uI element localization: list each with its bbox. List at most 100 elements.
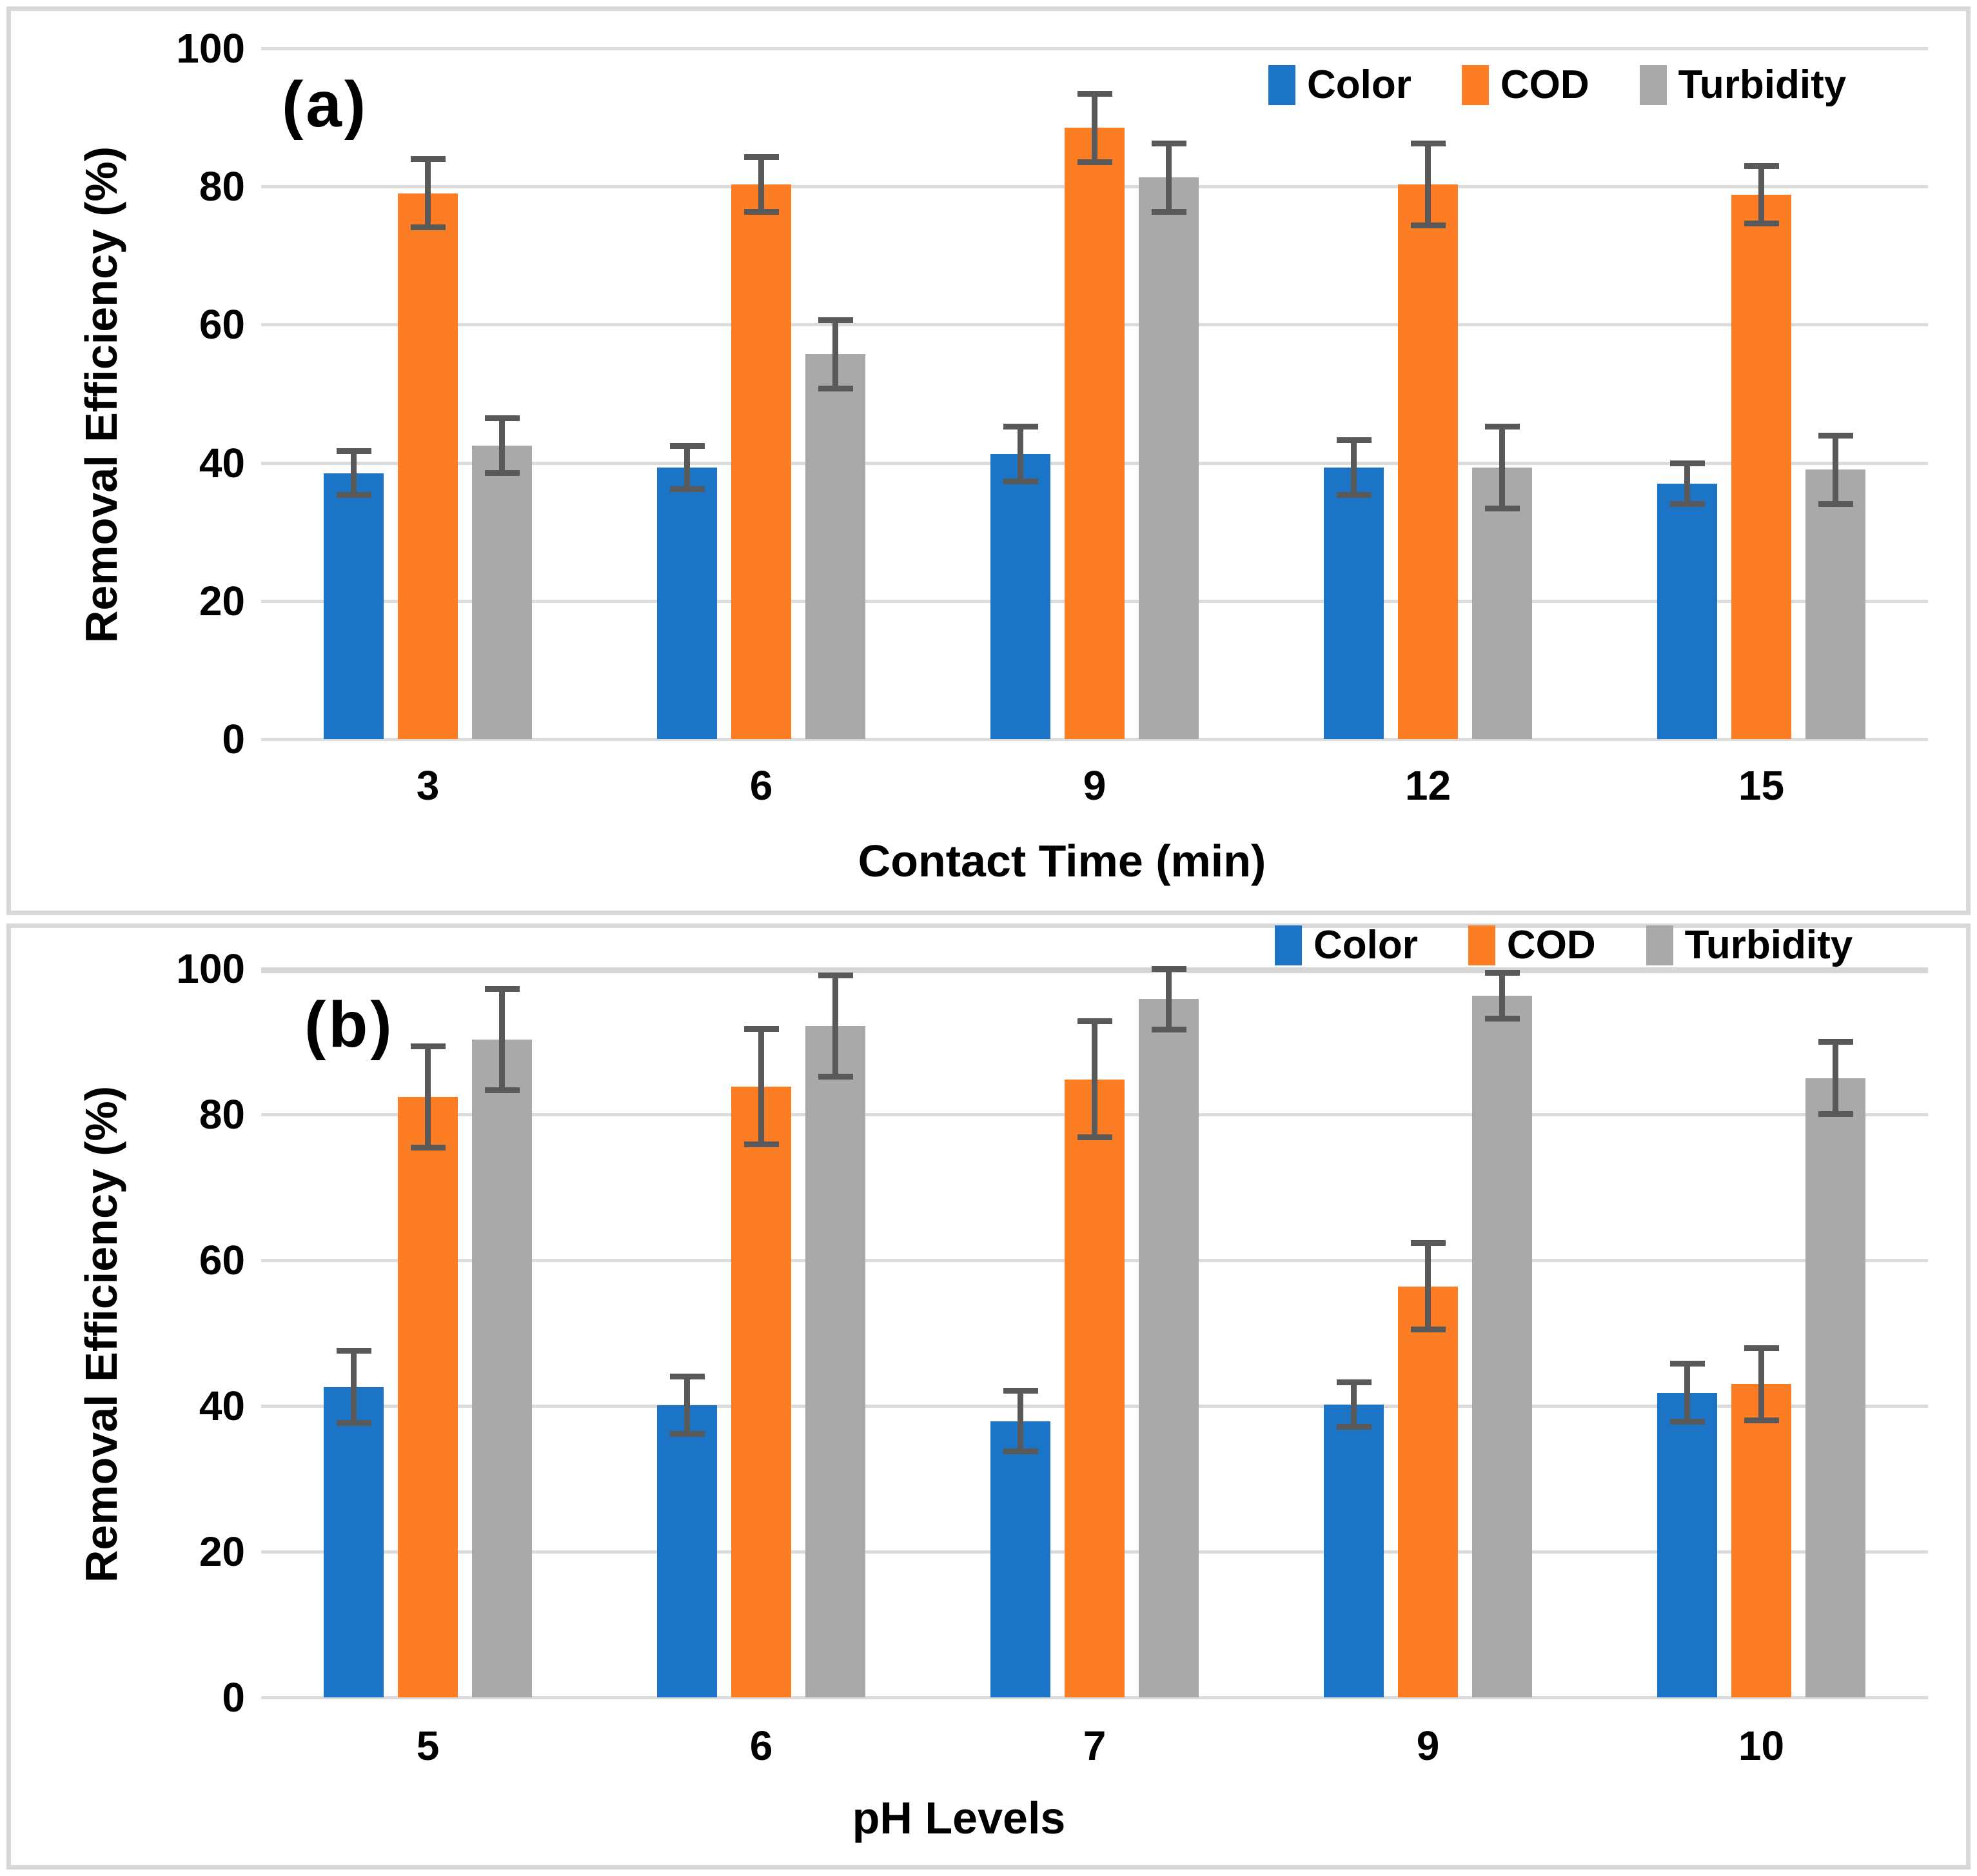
panel-b: (b) Removal Efficiency (%) Color COD Tur… (6, 923, 1971, 1870)
error-bar-line (425, 159, 431, 228)
bar-color-15 (1657, 483, 1717, 739)
panel-b-y-axis-title: Removal Efficiency (%) (76, 1085, 126, 1583)
error-bar-cap-bottom (336, 491, 371, 498)
y-tick-label: 40 (199, 1383, 245, 1429)
error-bar-line (1018, 426, 1023, 482)
error-bar-line (1758, 1347, 1764, 1421)
bar-cod-6 (731, 1087, 791, 1697)
error-bar-line (1018, 1390, 1023, 1452)
error-bar-cap-top (1336, 437, 1372, 444)
error-bar-line (1092, 93, 1097, 163)
error-bar-cap-top (818, 317, 853, 323)
error-bar-cap-bottom (1077, 1134, 1112, 1141)
error-bar-cap-top (1410, 1239, 1446, 1246)
bar-color-3 (324, 473, 384, 739)
error-bar-cap-bottom (1669, 500, 1705, 507)
bar-turbidity-9 (1139, 177, 1199, 739)
bar-cod-9 (1065, 128, 1125, 739)
error-bar-cap-top (484, 985, 520, 992)
error-bar-cap-bottom (669, 1431, 705, 1437)
bar-turbidity-6 (805, 1026, 865, 1697)
legend-label: COD (1500, 63, 1589, 107)
error-bar-line (1833, 435, 1838, 504)
error-bar-cap-top (1336, 1379, 1372, 1385)
bar-color-5 (324, 1387, 384, 1697)
error-bar-line (832, 975, 838, 1078)
error-bar-cap-top (818, 973, 853, 979)
error-bar-cap-top (1077, 1018, 1112, 1025)
error-bar-line (684, 445, 690, 490)
panel-b-letter: (b) (304, 989, 395, 1061)
legend-label: Color (1307, 63, 1411, 107)
y-tick-label: 40 (199, 439, 245, 486)
legend-label: Turbidity (1678, 63, 1847, 107)
y-tick-label: 60 (199, 301, 245, 348)
legend-item-turbidity: Turbidity (1646, 923, 1853, 968)
bar-color-7 (990, 1421, 1050, 1697)
bar-turbidity-10 (1805, 1078, 1865, 1697)
color-swatch-icon (1268, 65, 1295, 105)
error-bar-cap-top (410, 156, 446, 163)
x-tick-label: 5 (416, 1723, 440, 1769)
error-bar-cap-top (410, 1043, 446, 1049)
error-bar-line (1684, 462, 1690, 504)
panel-a-legend: Color COD Turbidity (1268, 63, 1846, 108)
bar-cod-15 (1731, 195, 1791, 739)
bar-cod-12 (1398, 184, 1458, 739)
legend-item-color: Color (1268, 63, 1411, 108)
y-tick-label: 80 (199, 1091, 245, 1138)
error-bar-cap-bottom (1003, 1448, 1038, 1455)
error-bar-cap-bottom (818, 1074, 853, 1080)
error-bar-cap-bottom (1151, 208, 1186, 215)
panel-a-x-axis-title: Contact Time (min) (858, 836, 1266, 886)
error-bar-cap-bottom (1410, 222, 1446, 229)
error-bar-cap-top (1003, 423, 1038, 430)
bar-color-9 (1324, 1404, 1384, 1697)
error-bar-cap-top (1151, 140, 1186, 146)
error-bar-cap-bottom (669, 486, 705, 493)
bar-turbidity-15 (1805, 469, 1865, 739)
y-tick-label: 0 (222, 716, 245, 762)
error-bar-line (1425, 143, 1431, 226)
x-tick-label: 6 (749, 762, 773, 809)
x-tick-label: 3 (416, 762, 440, 809)
error-bar-line (499, 988, 505, 1091)
error-bar-cap-top (336, 448, 371, 455)
error-bar-cap-bottom (1003, 478, 1038, 484)
error-bar-cap-bottom (1818, 500, 1853, 507)
error-bar-line (1833, 1042, 1838, 1114)
cod-swatch-icon (1461, 65, 1489, 105)
error-bar-cap-bottom (1818, 1111, 1853, 1117)
panel-a: (a) Removal Efficiency (%) Color COD Tur… (6, 6, 1971, 915)
error-bar-cap-top (336, 1348, 371, 1354)
error-bar-cap-bottom (1336, 1423, 1372, 1430)
error-bar-line (758, 157, 764, 212)
error-bar-cap-top (1744, 1345, 1779, 1351)
error-bar-line (684, 1376, 690, 1435)
error-bar-cap-top (1484, 969, 1520, 976)
error-bar-cap-bottom (1484, 506, 1520, 512)
error-bar-cap-top (1818, 432, 1853, 439)
error-bar-line (425, 1045, 431, 1148)
bar-cod-3 (398, 193, 458, 739)
gridline-100 (261, 47, 1928, 50)
x-tick-label: 7 (1083, 1723, 1107, 1769)
bar-color-6 (657, 1405, 717, 1697)
x-tick-label: 6 (749, 1723, 773, 1769)
error-bar-cap-bottom (484, 469, 520, 476)
y-tick-label: 0 (222, 1674, 245, 1721)
y-tick-label: 20 (199, 577, 245, 624)
error-bar-cap-bottom (1077, 159, 1112, 165)
error-bar-cap-top (1077, 90, 1112, 97)
error-bar-cap-bottom (743, 208, 779, 215)
cod-swatch-icon (1468, 925, 1495, 965)
error-bar-cap-top (484, 415, 520, 421)
error-bar-cap-top (1003, 1388, 1038, 1394)
gridline-0 (261, 1696, 1928, 1699)
bar-cod-9 (1398, 1286, 1458, 1697)
error-bar-cap-top (1669, 1361, 1705, 1367)
error-bar-cap-bottom (484, 1087, 520, 1093)
error-bar-cap-top (1484, 423, 1520, 430)
error-bar-line (758, 1028, 764, 1145)
error-bar-cap-top (743, 1025, 779, 1032)
